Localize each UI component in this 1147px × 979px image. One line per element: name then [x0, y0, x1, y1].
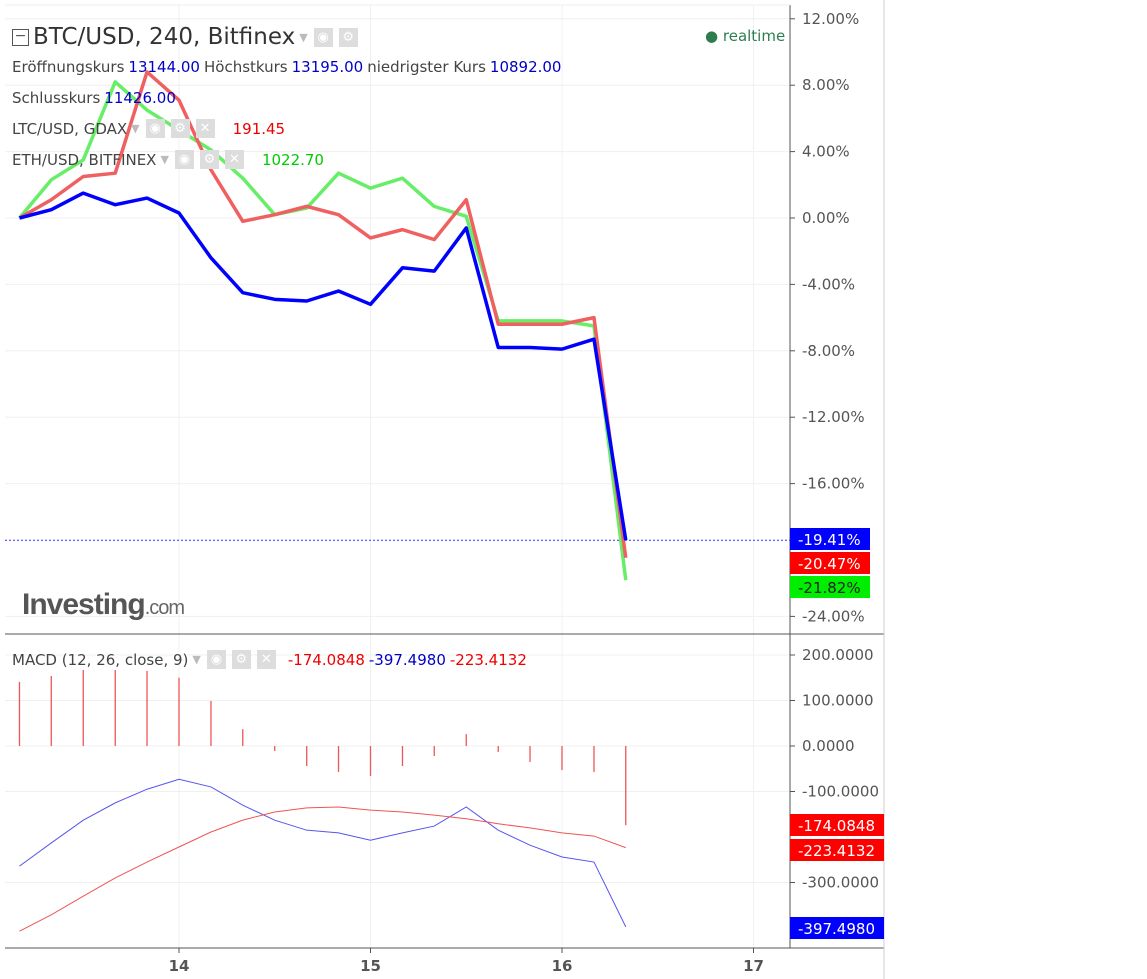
series-line-btc-usd — [19, 191, 628, 541]
symbol-title[interactable]: BTC/USD, 240, Bitfinex — [33, 24, 296, 50]
macd-value-label: -223.4132 — [798, 842, 875, 860]
macd-tick-label: 100.0000 — [802, 692, 874, 710]
last-value-badge — [790, 528, 870, 550]
y-tick-label: -12.00% — [802, 408, 865, 426]
y-tick-label: -24.00% — [802, 607, 865, 625]
y-tick-label: 0.00% — [802, 209, 850, 227]
main-legend-title: − BTC/USD, 240, Bitfinex ▼ ◉ ⚙ — [12, 24, 358, 50]
eye-icon[interactable]: ◉ — [174, 150, 194, 169]
x-tick-label: 16 — [552, 957, 573, 975]
y-tick-label: 12.00% — [802, 10, 859, 28]
close-legend: Schlusskurs 11426.00 — [12, 89, 176, 107]
ltc-value: 191.45 — [232, 119, 286, 138]
macd-hist-value: -174.0848 — [287, 650, 365, 669]
y-tick-label: -4.00% — [802, 275, 855, 293]
dropdown-caret-icon[interactable]: ▼ — [299, 30, 308, 44]
close-icon[interactable]: ✕ — [224, 150, 244, 169]
macd-value-label: -397.4980 — [798, 920, 875, 938]
macd-label[interactable]: MACD (12, 26, close, 9) — [12, 650, 189, 669]
y-tick-label: 8.00% — [802, 76, 850, 94]
x-tick-label: 14 — [169, 957, 190, 975]
collapse-icon[interactable]: − — [12, 28, 29, 46]
high-value: 13195.00 — [291, 58, 364, 76]
ohlc-legend: Eröffnungskurs 13144.00 Höchstkurs 13195.0… — [12, 58, 561, 76]
last-value-label: -20.47% — [798, 555, 861, 573]
y-tick-label: 4.00% — [802, 143, 850, 161]
close-icon[interactable]: ✕ — [256, 650, 276, 669]
last-value-badge — [790, 576, 870, 598]
gear-icon[interactable]: ⚙ — [231, 650, 251, 669]
gear-icon[interactable]: ⚙ — [170, 119, 190, 138]
logo-main: Investing — [22, 588, 146, 621]
close-value: 11426.00 — [104, 89, 176, 107]
eye-icon[interactable]: ◉ — [313, 27, 333, 47]
low-value: 10892.00 — [489, 58, 562, 76]
last-value-label: -21.82% — [798, 579, 861, 597]
ltc-legend: LTC/USD, GDAX ▼ ◉ ⚙ ✕ 191.45 — [12, 119, 285, 138]
investing-logo: Investing.com — [22, 588, 185, 622]
close-label: Schlusskurs — [12, 89, 101, 107]
eth-legend: ETH/USD, BITFINEX ▼ ◉ ⚙ ✕ 1022.70 — [12, 150, 324, 169]
macd-value-badge — [790, 917, 884, 939]
dropdown-caret-icon[interactable]: ▼ — [160, 153, 169, 166]
x-tick-label: 17 — [743, 957, 764, 975]
realtime-label: realtime — [722, 27, 786, 45]
macd-tick-label: 0.0000 — [802, 737, 855, 755]
macd-tick-label: 200.0000 — [802, 646, 874, 664]
eye-icon[interactable]: ◉ — [145, 119, 165, 138]
series-line-ltc-usd — [18, 70, 628, 559]
eth-value: 1022.70 — [261, 150, 324, 169]
eye-icon[interactable]: ◉ — [206, 650, 226, 669]
macd-legend: MACD (12, 26, close, 9) ▼ ◉ ⚙ ✕ -174.0848 -… — [12, 650, 527, 669]
low-label: niedrigster Kurs — [367, 58, 486, 76]
realtime-indicator: ● realtime — [705, 27, 785, 45]
signal-line — [19, 806, 626, 932]
macd-signal-value: -223.4132 — [449, 650, 527, 669]
open-label: Eröffnungskurs — [12, 58, 125, 76]
macd-tick-label: -100.0000 — [802, 783, 879, 801]
y-tick-label: -8.00% — [802, 342, 855, 360]
macd-tick-label: -300.0000 — [802, 874, 879, 892]
macd-line — [19, 778, 627, 928]
close-icon[interactable]: ✕ — [195, 119, 215, 138]
x-tick-label: 15 — [360, 957, 381, 975]
series-line-eth-usd — [18, 80, 628, 581]
ltc-label[interactable]: LTC/USD, GDAX — [12, 119, 128, 138]
dropdown-caret-icon[interactable]: ▼ — [192, 653, 201, 666]
dropdown-caret-icon[interactable]: ▼ — [131, 122, 140, 135]
macd-line-value: -397.4980 — [368, 650, 446, 669]
gear-icon[interactable]: ⚙ — [199, 150, 219, 169]
y-tick-label: -16.00% — [802, 475, 865, 493]
high-label: Höchstkurs — [203, 58, 288, 76]
macd-value-badge — [790, 814, 884, 836]
macd-value-badge — [790, 839, 884, 861]
last-value-label: -19.41% — [798, 531, 861, 549]
status-dot-icon: ● — [705, 27, 719, 45]
eth-label[interactable]: ETH/USD, BITFINEX — [12, 150, 157, 169]
macd-value-label: -174.0848 — [798, 817, 875, 835]
open-value: 13144.00 — [128, 58, 200, 76]
gear-icon[interactable]: ⚙ — [338, 27, 358, 47]
last-value-badge — [790, 552, 870, 574]
logo-suffix: .com — [144, 597, 185, 619]
